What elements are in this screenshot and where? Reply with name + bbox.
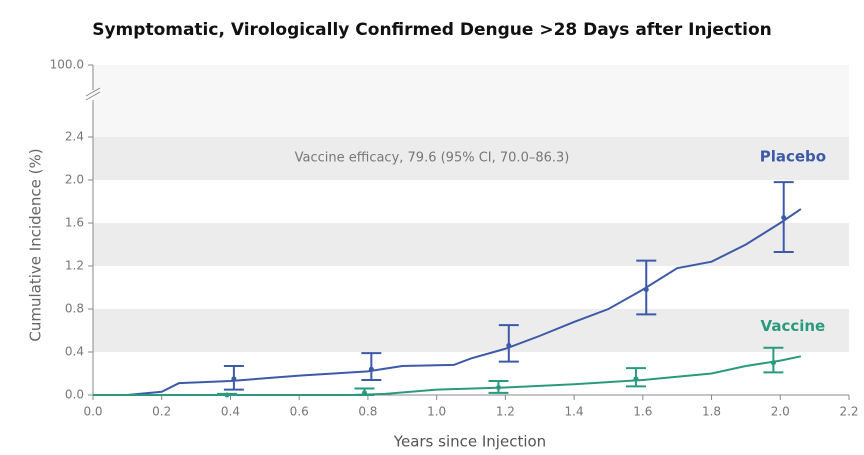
- x-tick-label: 2.0: [771, 405, 790, 419]
- y-tick-label: 2.0: [65, 173, 84, 187]
- series-line: [93, 355, 802, 396]
- y-tick-label: 1.2: [65, 259, 84, 273]
- grid-band: [93, 309, 849, 352]
- series-label: Vaccine: [761, 317, 826, 335]
- x-axis-label: Years since Injection: [393, 433, 546, 451]
- point: [781, 215, 787, 221]
- point: [231, 376, 237, 382]
- x-tick-label: 1.2: [496, 405, 515, 419]
- grid-band: [93, 137, 849, 180]
- y-tick-label: 100.0: [50, 58, 84, 72]
- axis-break: [85, 87, 101, 97]
- point: [633, 376, 639, 382]
- point: [643, 287, 649, 293]
- y-tick-label: 2.4: [65, 130, 84, 144]
- annotation: Vaccine efficacy, 79.6 (95% CI, 70.0–86.…: [295, 151, 570, 166]
- point: [224, 392, 230, 398]
- point: [361, 390, 367, 396]
- y-tick-label: 0.8: [65, 302, 84, 316]
- grid-band: [93, 223, 849, 266]
- point: [495, 384, 501, 390]
- point: [368, 366, 374, 372]
- x-tick-label: 0.0: [83, 405, 102, 419]
- x-tick-label: 0.4: [221, 405, 240, 419]
- x-tick-label: 1.8: [702, 405, 721, 419]
- y-tick-label: 1.6: [65, 216, 84, 230]
- y-tick-label: 0.4: [65, 345, 84, 359]
- series-label: Placebo: [760, 148, 826, 166]
- x-tick-label: 0.8: [358, 405, 377, 419]
- y-axis-label: Cumulative Incidence (%): [27, 148, 45, 341]
- x-tick-label: 0.6: [290, 405, 309, 419]
- point: [506, 343, 512, 349]
- y-tick-label: 0.0: [65, 388, 84, 402]
- point: [770, 360, 776, 366]
- plot-background: [93, 65, 849, 137]
- chart-title: Symptomatic, Virologically Confirmed Den…: [92, 20, 772, 40]
- x-tick-label: 1.4: [565, 405, 584, 419]
- x-tick-label: 1.0: [427, 405, 446, 419]
- series-line: [93, 208, 802, 396]
- x-tick-label: 0.2: [152, 405, 171, 419]
- x-tick-label: 2.2: [839, 405, 858, 419]
- axis-break: [85, 91, 101, 101]
- x-tick-label: 1.6: [633, 405, 652, 419]
